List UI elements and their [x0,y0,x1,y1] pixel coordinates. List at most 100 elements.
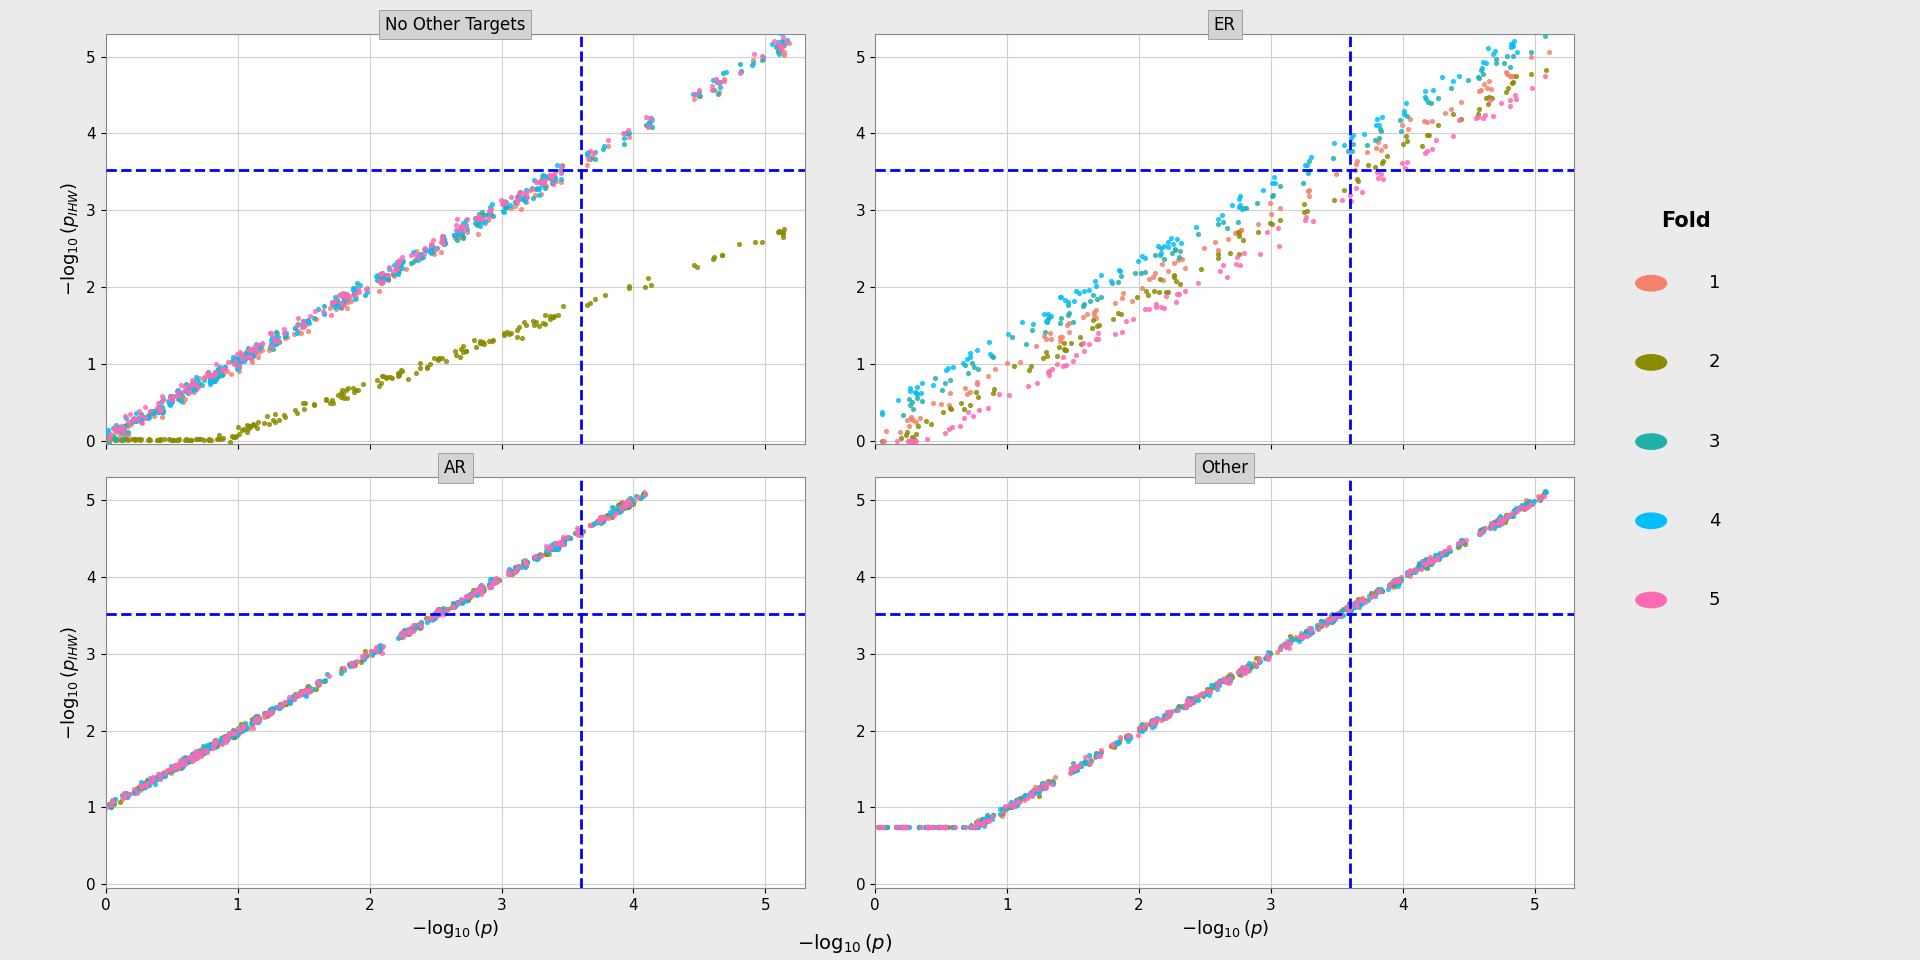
Point [1444,112,1475,128]
Point [893,819,924,834]
Point [1139,714,1169,730]
Point [1060,283,1091,299]
Point [1334,131,1365,146]
Point [1114,733,1144,749]
Point [1432,541,1463,557]
Point [762,225,793,240]
Point [386,626,417,641]
Point [315,300,346,316]
Point [1225,663,1256,679]
Point [1035,331,1066,347]
Point [1031,779,1062,794]
Point [576,150,607,165]
Point [129,778,159,793]
Point [1294,154,1325,169]
Point [899,384,929,399]
Point [511,182,541,198]
Point [1256,645,1286,660]
Point [927,819,958,834]
Point [175,381,205,396]
Point [1181,691,1212,707]
Point [864,819,895,834]
Point [184,745,215,760]
Point [1164,250,1194,265]
Point [586,510,616,525]
Point [180,431,211,446]
Point [474,579,505,594]
Point [242,420,273,435]
Point [636,110,666,126]
Point [1137,714,1167,730]
Point [1148,707,1179,722]
Point [378,263,409,278]
Point [1421,132,1452,148]
Point [891,819,922,834]
Point [1284,629,1315,644]
Point [603,504,634,519]
Point [764,39,795,55]
Point [440,598,470,613]
Point [1500,87,1530,103]
Point [1302,620,1332,636]
Point [563,522,593,538]
Point [230,715,261,731]
Point [470,214,501,229]
Point [1409,556,1440,571]
Point [228,720,259,735]
Point [211,730,242,745]
Point [1500,504,1530,519]
Point [524,187,555,203]
Point [1002,796,1033,811]
Point [467,584,497,599]
Point [192,744,223,759]
Point [463,210,493,226]
Point [1146,240,1177,255]
Point [451,221,482,236]
Point [1098,736,1129,752]
Point [463,583,493,598]
Point [1423,551,1453,566]
Point [1319,609,1350,624]
Point [1254,647,1284,662]
Point [914,819,945,834]
Point [486,192,516,207]
Point [524,318,555,333]
Point [324,299,355,314]
Point [1277,632,1308,647]
Point [211,734,242,750]
Point [1177,692,1208,708]
Point [461,211,492,227]
Point [937,819,968,834]
Point [1275,635,1306,650]
Point [1413,95,1444,110]
Point [386,250,417,265]
Point [536,308,566,324]
Point [1121,289,1152,304]
Point [217,727,248,742]
Point [1415,554,1446,569]
Point [424,604,455,619]
Point [612,495,643,511]
Point [582,514,612,529]
Point [862,819,893,834]
Point [1144,284,1175,300]
Point [428,235,459,251]
Point [1413,552,1444,567]
Point [403,252,434,268]
Point [1384,572,1415,588]
Point [388,624,419,639]
Point [925,819,956,834]
Point [1044,310,1075,325]
Point [540,539,570,554]
Point [605,500,636,516]
Point [121,780,152,796]
Point [465,206,495,222]
Point [232,349,263,365]
Point [148,409,179,424]
Point [545,164,576,180]
Point [1438,129,1469,144]
Point [173,751,204,766]
Point [225,345,255,360]
Point [328,285,359,300]
Point [1210,672,1240,687]
